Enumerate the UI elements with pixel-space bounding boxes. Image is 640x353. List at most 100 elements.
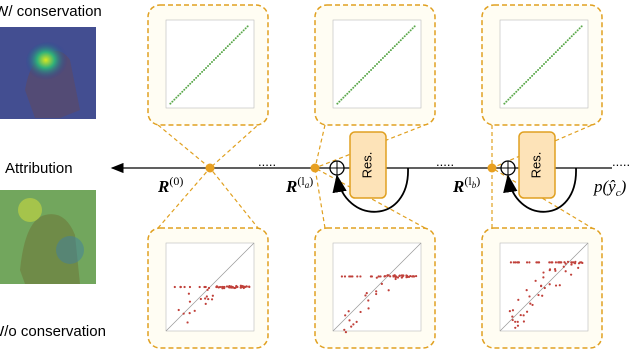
point [204, 285, 207, 289]
point [226, 45, 229, 48]
point [503, 102, 506, 105]
point [537, 293, 540, 297]
text: ) [476, 174, 480, 188]
point [566, 39, 569, 42]
point [554, 261, 558, 264]
point [212, 59, 215, 62]
node [205, 163, 215, 173]
point [554, 269, 557, 272]
point [553, 268, 557, 271]
point [356, 275, 359, 278]
diagonal [332, 242, 422, 332]
point [401, 37, 404, 40]
point [542, 271, 545, 274]
text: a [305, 180, 310, 190]
point [231, 286, 235, 289]
point [203, 68, 206, 71]
point [572, 33, 575, 36]
point [375, 292, 378, 296]
point [580, 25, 583, 28]
point [508, 310, 511, 313]
point [205, 295, 208, 298]
point [385, 53, 388, 56]
point [238, 33, 241, 36]
point [358, 80, 361, 83]
point [521, 84, 524, 87]
point [207, 64, 210, 67]
point [364, 294, 367, 297]
point [344, 314, 347, 317]
point [511, 309, 515, 312]
stage-0: R(0) [157, 174, 183, 196]
point [370, 68, 373, 71]
point [543, 63, 545, 65]
point [505, 100, 508, 103]
point [568, 37, 571, 40]
point [509, 96, 512, 99]
point [210, 298, 214, 301]
point [348, 90, 351, 93]
point [519, 313, 522, 317]
image-with-conservation [0, 27, 96, 119]
point [389, 275, 392, 278]
point [577, 266, 580, 269]
point [365, 292, 368, 295]
point [580, 261, 583, 264]
point [533, 72, 536, 75]
point [232, 39, 235, 42]
point [411, 27, 414, 30]
point [336, 102, 339, 105]
label-without: W/o conservation [0, 323, 106, 340]
point [528, 295, 531, 298]
point [235, 284, 238, 288]
point [183, 285, 186, 289]
point [513, 92, 516, 95]
point [246, 25, 249, 28]
point [529, 302, 532, 305]
point [531, 74, 534, 77]
point [177, 94, 180, 97]
point [569, 273, 573, 276]
point [248, 285, 251, 288]
point [511, 318, 514, 322]
point [383, 55, 386, 58]
point [548, 57, 551, 60]
point [225, 285, 229, 288]
point [541, 294, 544, 297]
point [536, 261, 540, 264]
point [377, 275, 380, 278]
point [576, 29, 579, 32]
point [379, 275, 382, 278]
point [362, 76, 365, 79]
point [564, 270, 567, 273]
point [558, 284, 561, 287]
point [394, 276, 398, 279]
point [574, 31, 577, 34]
point [342, 96, 345, 99]
point [201, 70, 204, 73]
point [516, 324, 520, 327]
point [548, 269, 551, 272]
point [197, 74, 200, 77]
text: ) [620, 177, 627, 196]
point [383, 275, 386, 278]
point [554, 51, 557, 54]
point [207, 297, 210, 301]
point [548, 283, 551, 286]
point [523, 82, 526, 85]
text: c [616, 187, 621, 199]
point [204, 302, 207, 305]
diagonal [165, 242, 255, 332]
image-without-conservation [0, 190, 96, 284]
point [413, 275, 416, 278]
point [211, 294, 214, 297]
point [195, 76, 198, 79]
point [209, 63, 211, 65]
label-with: W/ conservation [0, 3, 102, 20]
point [560, 45, 563, 48]
output: p(ŷc) [593, 177, 627, 199]
point [185, 86, 188, 89]
point [564, 41, 567, 44]
node [487, 163, 497, 173]
point [543, 286, 546, 290]
